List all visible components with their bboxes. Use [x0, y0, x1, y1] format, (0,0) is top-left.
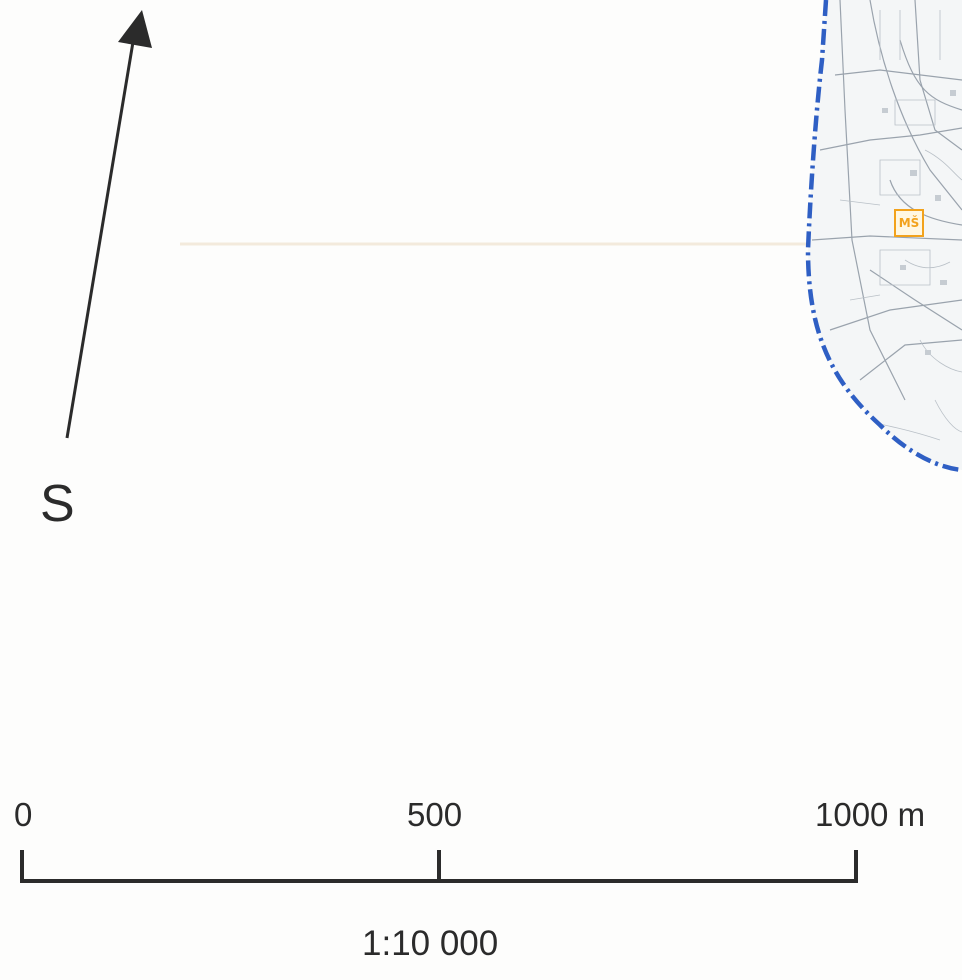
- north-arrow-icon: [65, 10, 152, 439]
- boundary-line: [805, 0, 962, 473]
- north-arrow-label: S: [40, 475, 75, 533]
- scale-tick-500: 500: [407, 796, 463, 833]
- scale-ratio: 1:10 000: [362, 924, 499, 963]
- scale-tick-1000: 1000 m: [815, 796, 926, 833]
- scale-bar: [20, 850, 858, 883]
- scale-tick-0: 0: [14, 796, 33, 833]
- kindergarten-marker: MŠ: [894, 209, 924, 237]
- map-fragment: [808, 0, 962, 470]
